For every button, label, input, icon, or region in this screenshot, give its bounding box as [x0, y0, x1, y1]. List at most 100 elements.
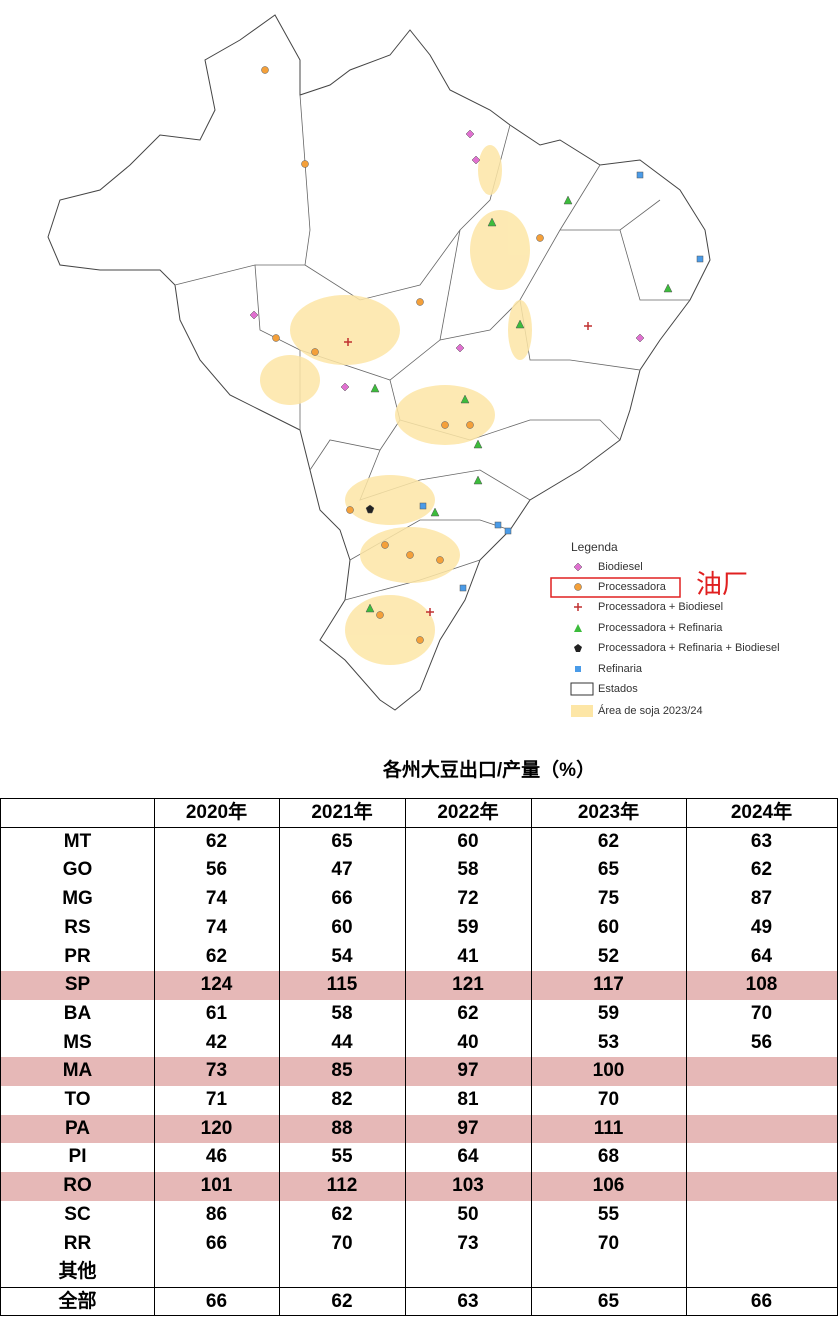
column-line: [686, 799, 687, 1315]
row-highlight: [1, 1172, 837, 1201]
table-cell: 121: [452, 974, 484, 996]
table-cell: 64: [457, 1146, 479, 1168]
table-cell: 70: [597, 1089, 620, 1110]
table-cell: 63: [750, 830, 773, 852]
table-cell: 65: [597, 859, 620, 881]
table-cell: [686, 1230, 837, 1259]
table-cell: 59: [457, 916, 479, 938]
table-cell: [686, 1057, 837, 1086]
column-header: 2023年: [577, 802, 640, 823]
table-cell: 62: [750, 859, 773, 881]
legend-symbol: [574, 644, 582, 652]
table-cell: 55: [597, 1203, 620, 1225]
header-line: [1, 826, 837, 828]
table-cell: 52: [597, 945, 620, 967]
table-cell: 55: [331, 1146, 353, 1168]
table-cell: 60: [331, 916, 353, 938]
table-cell: 73: [205, 1060, 228, 1082]
table-cell: 68: [597, 1146, 620, 1168]
table-cell: [686, 1086, 837, 1115]
table-cell: 62: [457, 1002, 479, 1024]
table-cell: 74: [205, 916, 228, 938]
table-cell: 42: [205, 1031, 228, 1053]
legend-label: Estados: [598, 683, 638, 695]
annotation: 油厂: [696, 569, 748, 599]
row-label: RR: [63, 1232, 92, 1254]
table-cell: 103: [452, 1175, 484, 1197]
table-cell: 82: [331, 1089, 353, 1110]
legend-title: Legenda: [571, 540, 618, 554]
column-header: 2022年: [437, 802, 499, 823]
plant-markers: [249, 66, 704, 644]
row-highlight: [1, 1114, 837, 1144]
table-cell: [154, 1258, 279, 1287]
legend-label: Área de soja 2023/24: [598, 704, 703, 717]
row-label: MT: [63, 830, 92, 852]
legend-label: Processadora: [598, 581, 667, 593]
column-line: [279, 799, 280, 1315]
table-cell: 88: [331, 1117, 353, 1139]
row-label: PA: [65, 1117, 90, 1139]
table-cell: 56: [205, 859, 228, 881]
row-label: SP: [64, 974, 91, 996]
table-cell: 100: [592, 1060, 625, 1082]
legend-symbol: [575, 666, 581, 672]
legend-symbol: [571, 705, 593, 717]
table-cell: 75: [597, 888, 620, 910]
table-cell: 66: [750, 1290, 773, 1312]
table-cell: 106: [592, 1175, 625, 1197]
column-line: [405, 799, 406, 1315]
table-cell: 62: [205, 945, 228, 967]
row-highlight: [1, 1057, 837, 1086]
legend-label: Processadora + Biodiesel: [598, 601, 723, 613]
table-cell: 40: [457, 1031, 479, 1053]
table-cell: 120: [200, 1117, 233, 1139]
table-cell: 97: [457, 1117, 479, 1139]
table-cell: 65: [597, 1290, 620, 1312]
column-header: 2024年: [730, 802, 793, 823]
table-cell: 115: [326, 974, 358, 996]
legend-symbol: [570, 682, 594, 696]
row-label: 全部: [58, 1290, 97, 1312]
table-cell: 72: [457, 888, 479, 910]
table-cell: 60: [597, 916, 620, 938]
column-header: 2021年: [311, 802, 373, 823]
table-cell: 44: [331, 1031, 353, 1053]
table: 2020年 2021年 2022年 2023年 2024年 MT 62 65 60 62 63 GO 5…: [0, 798, 838, 1316]
total-line: [1, 1286, 837, 1288]
row-label: RS: [64, 916, 91, 938]
row-highlight: [1, 971, 837, 1000]
table-cell: 74: [205, 888, 228, 910]
table-cell: 70: [750, 1002, 773, 1024]
map: Legenda Biodiesel Processadora Processad…: [47, 14, 780, 717]
table-cell: 56: [750, 1031, 773, 1053]
table-cell: 58: [457, 859, 479, 881]
table-cell: [531, 1258, 686, 1287]
column-line: [154, 799, 155, 1315]
table-cell: [686, 1201, 837, 1230]
legend-symbol: [574, 583, 582, 591]
table-cell: 81: [457, 1089, 479, 1110]
table-cell: [279, 1258, 405, 1287]
table-cell: 54: [331, 945, 353, 967]
row-label: 其他: [58, 1261, 97, 1283]
table-cell: 85: [331, 1060, 353, 1082]
table-cell: [686, 1143, 837, 1172]
table-cell: [686, 1172, 837, 1201]
row-label: GO: [62, 859, 93, 881]
table-cell: 70: [597, 1232, 620, 1254]
table-cell: 71: [205, 1089, 228, 1110]
country-outline: [47, 14, 711, 711]
table-cell: 70: [331, 1232, 353, 1254]
table-cell: 62: [205, 830, 228, 852]
table-cell: 73: [457, 1232, 479, 1254]
row-label: PR: [64, 945, 91, 967]
legend-label: Refinaria: [598, 663, 643, 675]
column-line: [531, 799, 532, 1315]
table-cell: 97: [457, 1060, 479, 1082]
table-cell: [405, 1258, 531, 1287]
table-cell: [686, 1258, 837, 1287]
table-cell: 47: [331, 859, 353, 881]
table-cell: 49: [750, 916, 773, 938]
legend-label: Processadora + Refinaria: [598, 622, 723, 634]
